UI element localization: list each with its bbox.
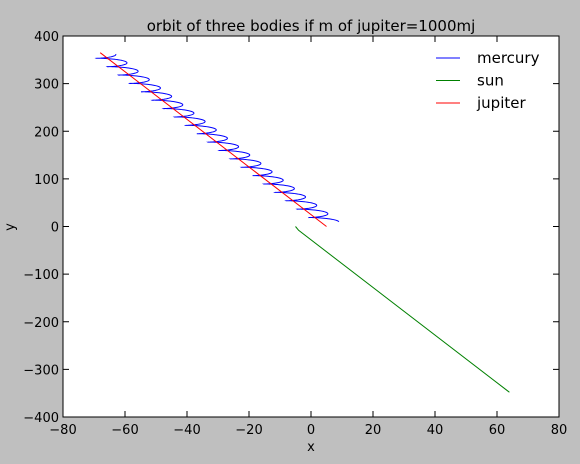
- y-axis-label: y: [3, 223, 18, 231]
- x-axis-label: x: [307, 440, 315, 455]
- y-tick-label: 100: [34, 173, 59, 188]
- series-jupiter: [99, 52, 327, 227]
- series-layer: [94, 52, 510, 393]
- x-tick-label: 20: [365, 423, 382, 438]
- x-tick-label: 0: [307, 423, 315, 438]
- x-tick-label: −20: [235, 423, 262, 438]
- y-tick-label: 200: [34, 125, 59, 140]
- plot-area: [63, 36, 559, 417]
- y-tick-label: 0: [51, 221, 59, 236]
- x-tick-label: −80: [49, 423, 76, 438]
- ticks-layer: −80 −60 −40 −20 0 20 40 60 80−400−300−200−100010…: [23, 30, 567, 438]
- y-tick-label: 400: [34, 30, 59, 45]
- x-tick-label: −40: [173, 423, 200, 438]
- y-tick-label: −200: [23, 316, 59, 331]
- y-tick-label: −300: [23, 363, 59, 378]
- legend-label-jupiter: jupiter: [476, 94, 526, 112]
- series-sun: [295, 226, 510, 393]
- legend-label-sun: sun: [477, 72, 504, 90]
- x-tick-label: −60: [111, 423, 138, 438]
- chart-title: orbit of three bodies if m of jupiter=10…: [147, 17, 476, 35]
- x-tick-label: 60: [489, 423, 506, 438]
- x-tick-label: 40: [427, 423, 444, 438]
- y-tick-label: 300: [34, 78, 59, 93]
- y-tick-label: −400: [23, 411, 59, 426]
- x-tick-label: 80: [551, 423, 568, 438]
- legend-label-mercury: mercury: [477, 49, 540, 67]
- y-tick-label: −100: [23, 268, 59, 283]
- legend: mercury sun jupiter: [436, 49, 540, 112]
